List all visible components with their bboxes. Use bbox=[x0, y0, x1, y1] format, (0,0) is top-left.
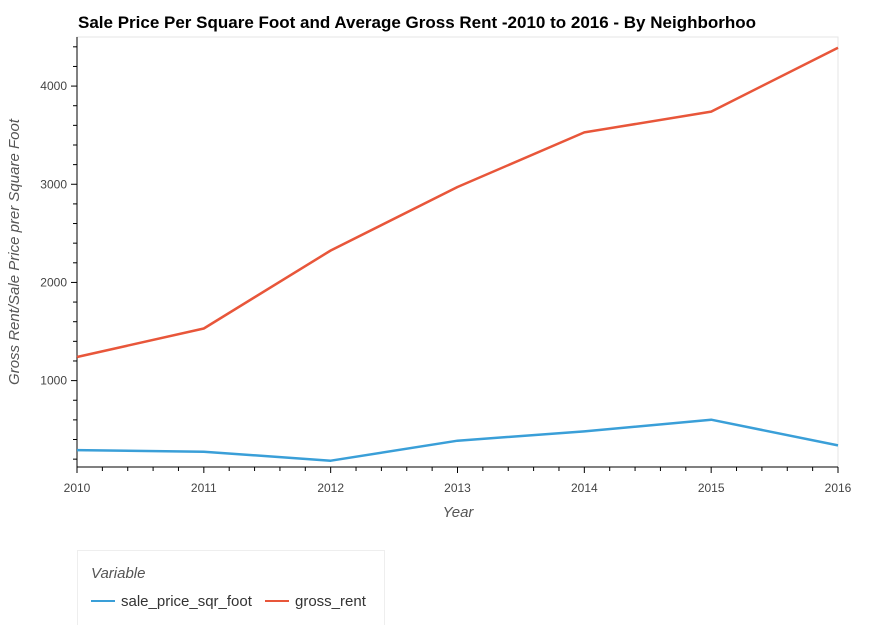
legend: Variable sale_price_sqr_foot gross_rent bbox=[77, 550, 385, 625]
x-tick-label: 2010 bbox=[64, 481, 91, 495]
plot-border bbox=[76, 36, 839, 468]
x-tick-label: 2011 bbox=[191, 481, 217, 495]
y-axis-label: Gross Rent/Sale Price prer Square Foot bbox=[6, 118, 23, 385]
legend-swatch-gross-rent bbox=[265, 600, 289, 602]
x-tick-label: 2013 bbox=[444, 481, 471, 495]
series-layer bbox=[76, 46, 839, 462]
x-tick-label: 2014 bbox=[571, 481, 598, 495]
x-axis-label: Year bbox=[443, 504, 475, 521]
legend-item-gross-rent[interactable]: gross_rent bbox=[265, 591, 366, 611]
legend-title: Variable bbox=[91, 565, 146, 582]
series-line-sale-price-sqr-foot bbox=[76, 418, 839, 462]
legend-swatch-sale-price bbox=[91, 600, 115, 602]
legend-label-sale-price: sale_price_sqr_foot bbox=[121, 592, 252, 610]
y-tick-label: 2000 bbox=[40, 275, 67, 289]
x-tick-label: 2016 bbox=[825, 481, 852, 495]
x-tick-label: 2012 bbox=[317, 481, 344, 495]
y-tick-label: 3000 bbox=[40, 177, 67, 191]
y-tick-label: 1000 bbox=[40, 374, 67, 388]
legend-item-sale-price[interactable]: sale_price_sqr_foot bbox=[91, 591, 252, 611]
legend-label-gross-rent: gross_rent bbox=[295, 592, 366, 610]
series-line-gross-rent bbox=[76, 46, 839, 359]
y-axis: 1000 2000 3000 4000 bbox=[40, 37, 78, 467]
x-axis: 2010 2011 2012 2013 2014 2015 2016 bbox=[64, 466, 852, 495]
chart-title: Sale Price Per Square Foot and Average G… bbox=[78, 13, 756, 32]
line-chart: Sale Price Per Square Foot and Average G… bbox=[6, 13, 852, 521]
x-tick-label: 2015 bbox=[698, 481, 725, 495]
plot-area bbox=[76, 36, 839, 468]
y-tick-label: 4000 bbox=[40, 79, 67, 93]
